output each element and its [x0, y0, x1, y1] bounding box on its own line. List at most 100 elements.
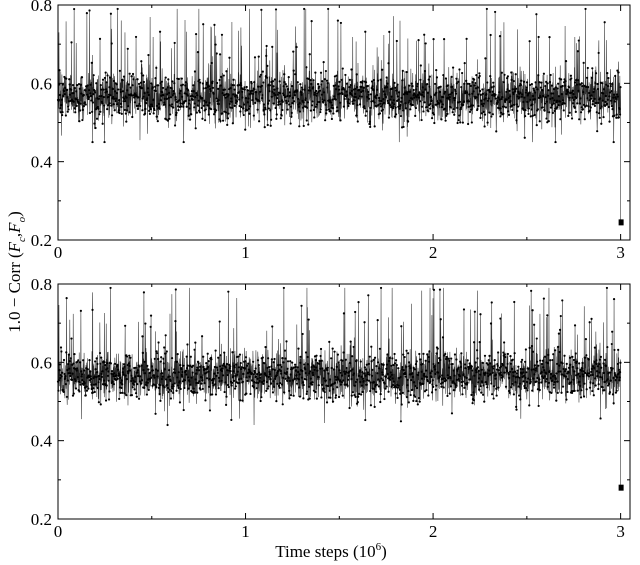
data-point — [617, 71, 620, 74]
data-point — [428, 75, 431, 78]
data-point — [412, 399, 415, 402]
data-point — [321, 98, 324, 101]
data-point — [457, 377, 460, 381]
data-point — [456, 106, 459, 109]
data-point — [455, 358, 458, 361]
y-tick-label: 0.2 — [31, 231, 52, 250]
data-point — [207, 360, 210, 363]
data-point — [488, 111, 491, 114]
data-point — [472, 399, 475, 402]
data-point — [65, 395, 69, 398]
data-point — [615, 113, 618, 116]
data-point — [327, 108, 330, 111]
data-point — [581, 367, 584, 370]
y-tick-label: 0.6 — [31, 74, 52, 93]
data-point — [205, 377, 209, 380]
data-point — [176, 105, 180, 108]
data-point — [561, 84, 564, 88]
data-point — [182, 408, 185, 412]
data-point — [477, 369, 480, 372]
data-point — [481, 88, 484, 91]
data-point — [271, 325, 274, 328]
data-point — [343, 370, 346, 373]
data-point — [435, 384, 438, 387]
data-point — [366, 96, 369, 99]
data-point — [486, 121, 489, 124]
data-point — [332, 388, 335, 391]
data-point — [496, 362, 499, 366]
data-point — [128, 354, 131, 357]
data-point — [573, 324, 577, 327]
data-point — [458, 375, 461, 378]
data-point — [297, 347, 300, 350]
data-point — [119, 88, 122, 91]
data-point — [539, 86, 542, 89]
data-point — [111, 380, 114, 384]
data-point — [193, 70, 197, 73]
data-point — [76, 83, 79, 87]
data-point — [208, 101, 211, 104]
data-point — [220, 75, 223, 78]
data-point — [132, 78, 135, 81]
data-point — [402, 353, 405, 356]
data-point — [433, 121, 436, 125]
data-point — [317, 90, 320, 94]
data-point — [537, 35, 540, 39]
data-point — [223, 351, 226, 354]
data-point — [480, 99, 483, 102]
data-point — [476, 86, 479, 89]
data-point — [92, 74, 95, 77]
data-point — [568, 111, 571, 114]
data-point — [182, 140, 185, 144]
data-point — [164, 378, 168, 381]
data-point — [582, 395, 586, 398]
data-point — [260, 8, 263, 11]
data-point — [183, 386, 186, 390]
data-point — [492, 85, 495, 88]
data-point — [93, 122, 96, 125]
data-point — [567, 86, 571, 89]
data-point — [576, 50, 579, 53]
data-point — [310, 82, 313, 86]
data-point — [333, 350, 336, 353]
data-point — [280, 114, 283, 117]
data-point — [292, 100, 296, 103]
x-tick-label: 0 — [54, 243, 63, 262]
data-point — [384, 95, 388, 99]
data-point — [399, 103, 402, 107]
data-point — [378, 380, 381, 383]
data-point — [302, 124, 305, 128]
data-point — [469, 378, 472, 381]
data-point — [251, 98, 254, 102]
data-point — [282, 376, 285, 379]
data-point — [371, 368, 374, 371]
data-point — [423, 33, 426, 36]
data-point — [475, 73, 478, 77]
data-point — [59, 376, 62, 380]
data-point — [499, 371, 502, 374]
data-point — [418, 92, 421, 95]
data-point — [314, 105, 317, 108]
data-point — [301, 106, 305, 109]
data-point — [454, 384, 458, 387]
data-point — [329, 110, 332, 113]
data-point — [373, 387, 376, 391]
data-point — [520, 79, 523, 82]
data-point — [544, 380, 547, 383]
data-point — [101, 383, 105, 386]
data-point — [236, 370, 239, 373]
data-point — [495, 368, 499, 371]
data-point — [191, 371, 194, 374]
data-point — [535, 380, 538, 383]
data-point — [328, 378, 332, 381]
data-point — [370, 360, 373, 363]
data-point — [462, 373, 465, 376]
data-point — [511, 88, 514, 91]
data-point — [362, 379, 365, 383]
data-point — [369, 381, 372, 384]
data-point — [601, 386, 604, 389]
data-point — [134, 366, 137, 369]
data-point — [113, 362, 117, 365]
data-point — [195, 111, 198, 114]
data-point — [214, 43, 217, 46]
